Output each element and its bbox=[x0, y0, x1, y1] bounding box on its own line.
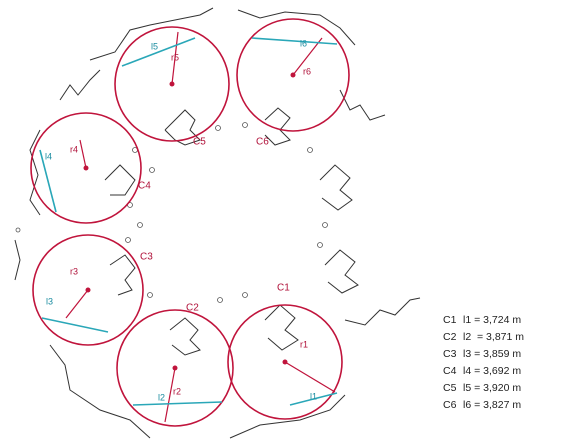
radius-label: r4 bbox=[70, 144, 78, 154]
legend-circle: C5 bbox=[443, 382, 457, 394]
circle-label: C5 bbox=[193, 137, 206, 148]
chord-label: l3 bbox=[46, 296, 53, 306]
chord-label: l4 bbox=[45, 151, 52, 161]
legend-circle: C3 bbox=[443, 348, 457, 360]
plan-outline bbox=[14, 7, 421, 439]
circle-label: C3 bbox=[140, 252, 153, 263]
radius-label: r3 bbox=[70, 266, 78, 276]
circle-label: C2 bbox=[186, 303, 199, 314]
radius-label: r1 bbox=[300, 339, 308, 349]
radius-label: r5 bbox=[171, 52, 179, 62]
chord-label: l5 bbox=[151, 41, 158, 51]
circle-c3 bbox=[32, 234, 144, 346]
legend-text: l5 = 3,920 m bbox=[463, 382, 521, 394]
chord-label: l2 bbox=[158, 392, 165, 402]
chord-label: l1 bbox=[310, 391, 317, 401]
circle-c4 bbox=[30, 112, 142, 224]
circle-c2 bbox=[116, 309, 234, 427]
circle-label: C4 bbox=[138, 181, 151, 192]
circles bbox=[30, 18, 350, 427]
circle-label: C1 bbox=[277, 283, 290, 294]
legend-text: l1 = 3,724 m bbox=[463, 314, 521, 326]
radius-label: r2 bbox=[173, 386, 181, 396]
radius-label: r6 bbox=[303, 66, 311, 76]
legend-circle: C1 bbox=[443, 314, 457, 326]
circle-c5 bbox=[114, 26, 230, 142]
legend-circle: C4 bbox=[443, 365, 457, 377]
legend: C1 l1 = 3,724 m C2 l2 = 3,871 m C3 l3 = … bbox=[443, 314, 524, 411]
legend-text: l2 = 3,871 m bbox=[463, 331, 524, 343]
legend-circle: C2 bbox=[443, 331, 457, 343]
legend-circle: C6 bbox=[443, 399, 457, 411]
circle-labels: C1 C2 C3 C4 C5 C6 r1 r2 r3 r4 r5 r6 l1 l… bbox=[45, 38, 317, 402]
chord-label: l6 bbox=[300, 38, 307, 48]
circle-c1 bbox=[227, 304, 343, 420]
circle-label: C6 bbox=[256, 137, 269, 148]
legend-text: l6 = 3,827 m bbox=[463, 399, 521, 411]
legend-text: l4 = 3,692 m bbox=[463, 365, 521, 377]
circle-c6 bbox=[236, 18, 350, 132]
legend-text: l3 = 3,859 m bbox=[463, 348, 521, 360]
